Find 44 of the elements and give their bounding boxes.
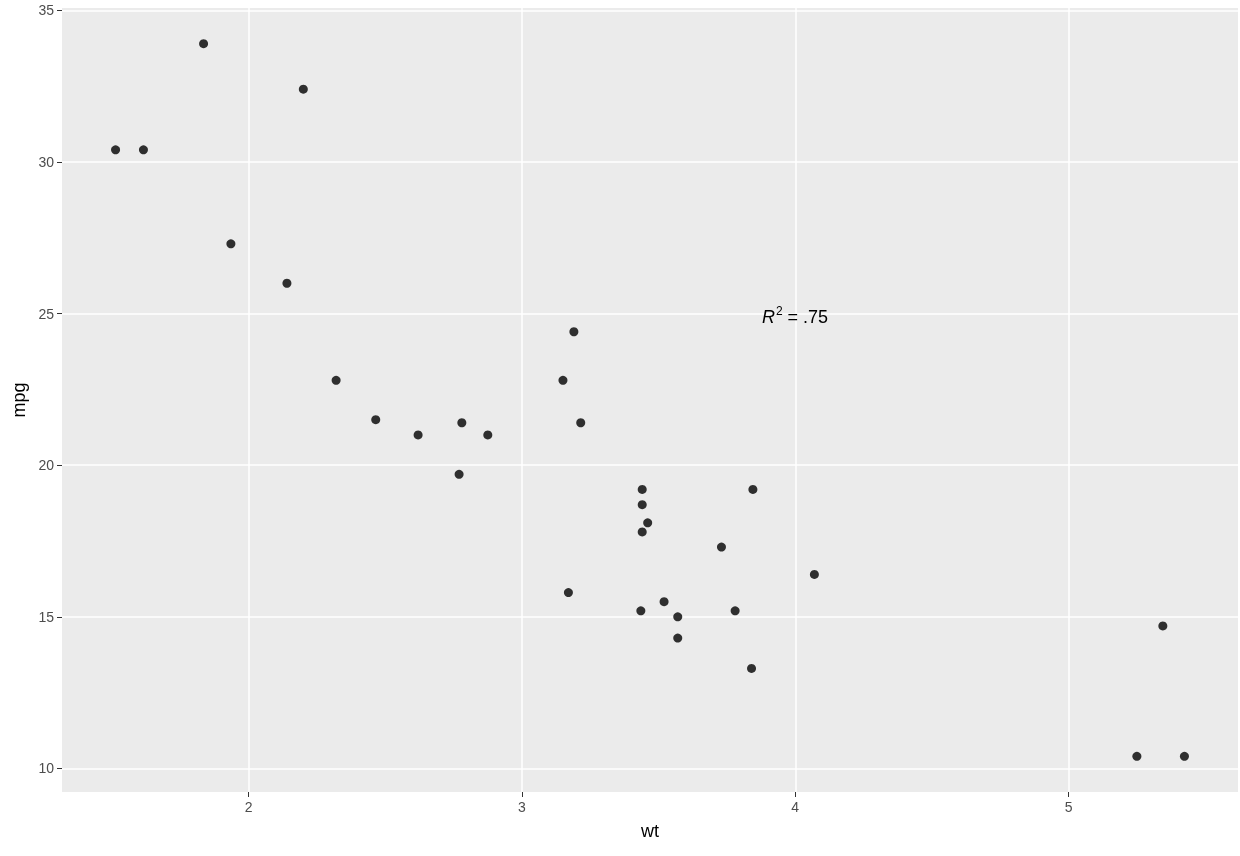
point	[576, 418, 586, 428]
y-axis-title: mpg	[8, 382, 29, 418]
y-tick-label: 20	[38, 457, 55, 474]
point	[637, 527, 647, 537]
point	[111, 145, 121, 155]
point	[637, 484, 647, 494]
point	[454, 469, 464, 479]
point	[730, 606, 740, 616]
point	[226, 239, 236, 249]
point	[199, 39, 209, 49]
point	[643, 518, 653, 528]
point	[457, 418, 467, 428]
point	[673, 633, 683, 643]
point	[673, 612, 683, 622]
x-axis-title: wt	[640, 821, 659, 841]
point	[747, 663, 757, 673]
point	[371, 415, 381, 425]
point	[282, 278, 292, 288]
point	[569, 327, 579, 337]
x-tick-label: 2	[244, 799, 253, 815]
point	[1179, 751, 1189, 761]
point	[563, 588, 573, 598]
point	[637, 500, 647, 510]
y-tick-label: 10	[38, 760, 55, 777]
point	[1158, 621, 1168, 631]
point	[716, 542, 726, 552]
x-tick-label: 3	[518, 799, 527, 815]
point	[659, 597, 669, 607]
x-tick-label: 4	[791, 799, 800, 815]
y-tick-label: 30	[38, 153, 55, 170]
x-tick-label: 5	[1064, 799, 1073, 815]
point	[138, 145, 148, 155]
point	[331, 375, 341, 385]
point	[298, 84, 308, 94]
y-tick-label: 15	[38, 608, 55, 625]
point	[636, 606, 646, 616]
y-tick-label: 25	[38, 305, 55, 322]
y-tick-label: 35	[38, 2, 55, 19]
point	[1132, 751, 1142, 761]
point	[558, 375, 568, 385]
point	[483, 430, 493, 440]
point	[413, 430, 423, 440]
point	[748, 484, 758, 494]
point	[809, 569, 819, 579]
